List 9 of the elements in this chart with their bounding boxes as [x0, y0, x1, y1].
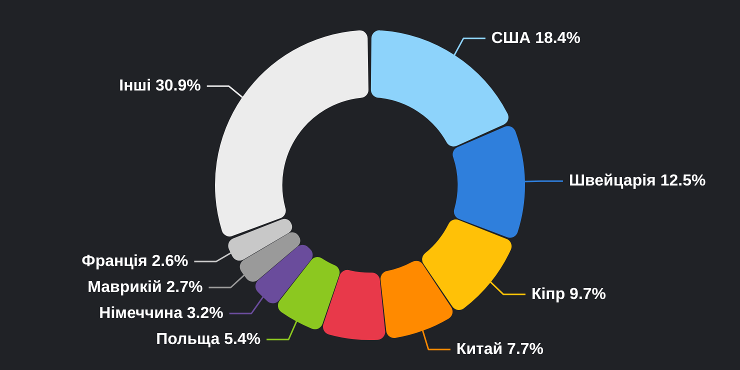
slice-label: Маврикій 2.7% — [88, 278, 203, 296]
slice-label: Польща 5.4% — [156, 330, 261, 348]
slice-label: США 18.4% — [491, 30, 580, 47]
slice-label: Франція 2.6% — [82, 252, 188, 270]
slice-label: Китай 7.7% — [456, 340, 544, 358]
slice-label: Інші 30.9% — [119, 78, 201, 95]
slice-label: Німеччина 3.2% — [99, 304, 224, 322]
slice-label: Кіпр 9.7% — [531, 286, 606, 303]
slice-label: Швейцарія 12.5% — [568, 172, 706, 190]
